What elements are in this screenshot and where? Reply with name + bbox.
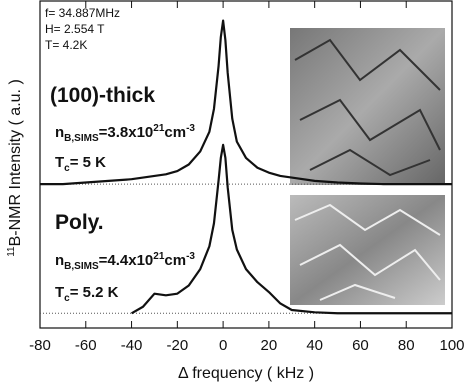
x-tick-label: -20 bbox=[166, 337, 188, 354]
x-tick-label: 20 bbox=[261, 337, 278, 354]
x-tick-label: -60 bbox=[75, 337, 97, 354]
density: nB,SIMS=3.8x1021cm-3 bbox=[55, 123, 195, 144]
t: =3.8x10 bbox=[99, 124, 154, 141]
t: B,SIMS bbox=[64, 133, 99, 144]
t: c bbox=[64, 293, 70, 304]
t: B,SIMS bbox=[64, 261, 99, 272]
t: B-NMR Intensity ( a.u. ) bbox=[7, 79, 24, 246]
y-axis-label: 11B-NMR Intensity ( a.u. ) bbox=[6, 79, 24, 257]
t: 21 bbox=[153, 123, 165, 134]
sample-label: (100)-thick bbox=[50, 84, 155, 107]
t: n bbox=[55, 124, 64, 141]
t: -3 bbox=[186, 123, 195, 134]
x-tick-label: 40 bbox=[306, 337, 323, 354]
t: =4.4x10 bbox=[99, 252, 154, 269]
t: -3 bbox=[186, 251, 195, 262]
x-tick-label: 60 bbox=[352, 337, 369, 354]
inset-image bbox=[290, 195, 445, 305]
x-tick-label: -40 bbox=[121, 337, 143, 354]
x-tick-label: -80 bbox=[29, 337, 51, 354]
t: = 5.2 K bbox=[70, 284, 119, 301]
x-tick-label: 100 bbox=[439, 337, 464, 354]
sample-label: Poly. bbox=[55, 211, 104, 234]
t: = 5 K bbox=[70, 154, 106, 171]
spectrum-line bbox=[40, 19, 452, 186]
t: T bbox=[55, 284, 64, 301]
tc: Tc= 5 K bbox=[55, 154, 106, 174]
t: cm bbox=[164, 124, 186, 141]
plot-frame bbox=[39, 0, 453, 329]
x-axis-label: Δ frequency ( kHz ) bbox=[178, 365, 314, 382]
t: c bbox=[64, 163, 70, 174]
x-tick-label: 80 bbox=[398, 337, 415, 354]
condition: f= 34.887MHz bbox=[45, 6, 120, 20]
condition: T= 4.2K bbox=[45, 38, 87, 52]
x-tick-label: 0 bbox=[219, 337, 227, 354]
t: T bbox=[55, 154, 64, 171]
spectrum-line bbox=[131, 143, 452, 315]
density: nB,SIMS=4.4x1021cm-3 bbox=[55, 251, 195, 272]
condition: H= 2.554 T bbox=[45, 22, 105, 36]
t: n bbox=[55, 252, 64, 269]
t: 21 bbox=[153, 251, 165, 262]
tc: Tc= 5.2 K bbox=[55, 284, 119, 304]
inset-image bbox=[290, 28, 445, 185]
t: cm bbox=[164, 252, 186, 269]
t: 11 bbox=[6, 246, 17, 257]
